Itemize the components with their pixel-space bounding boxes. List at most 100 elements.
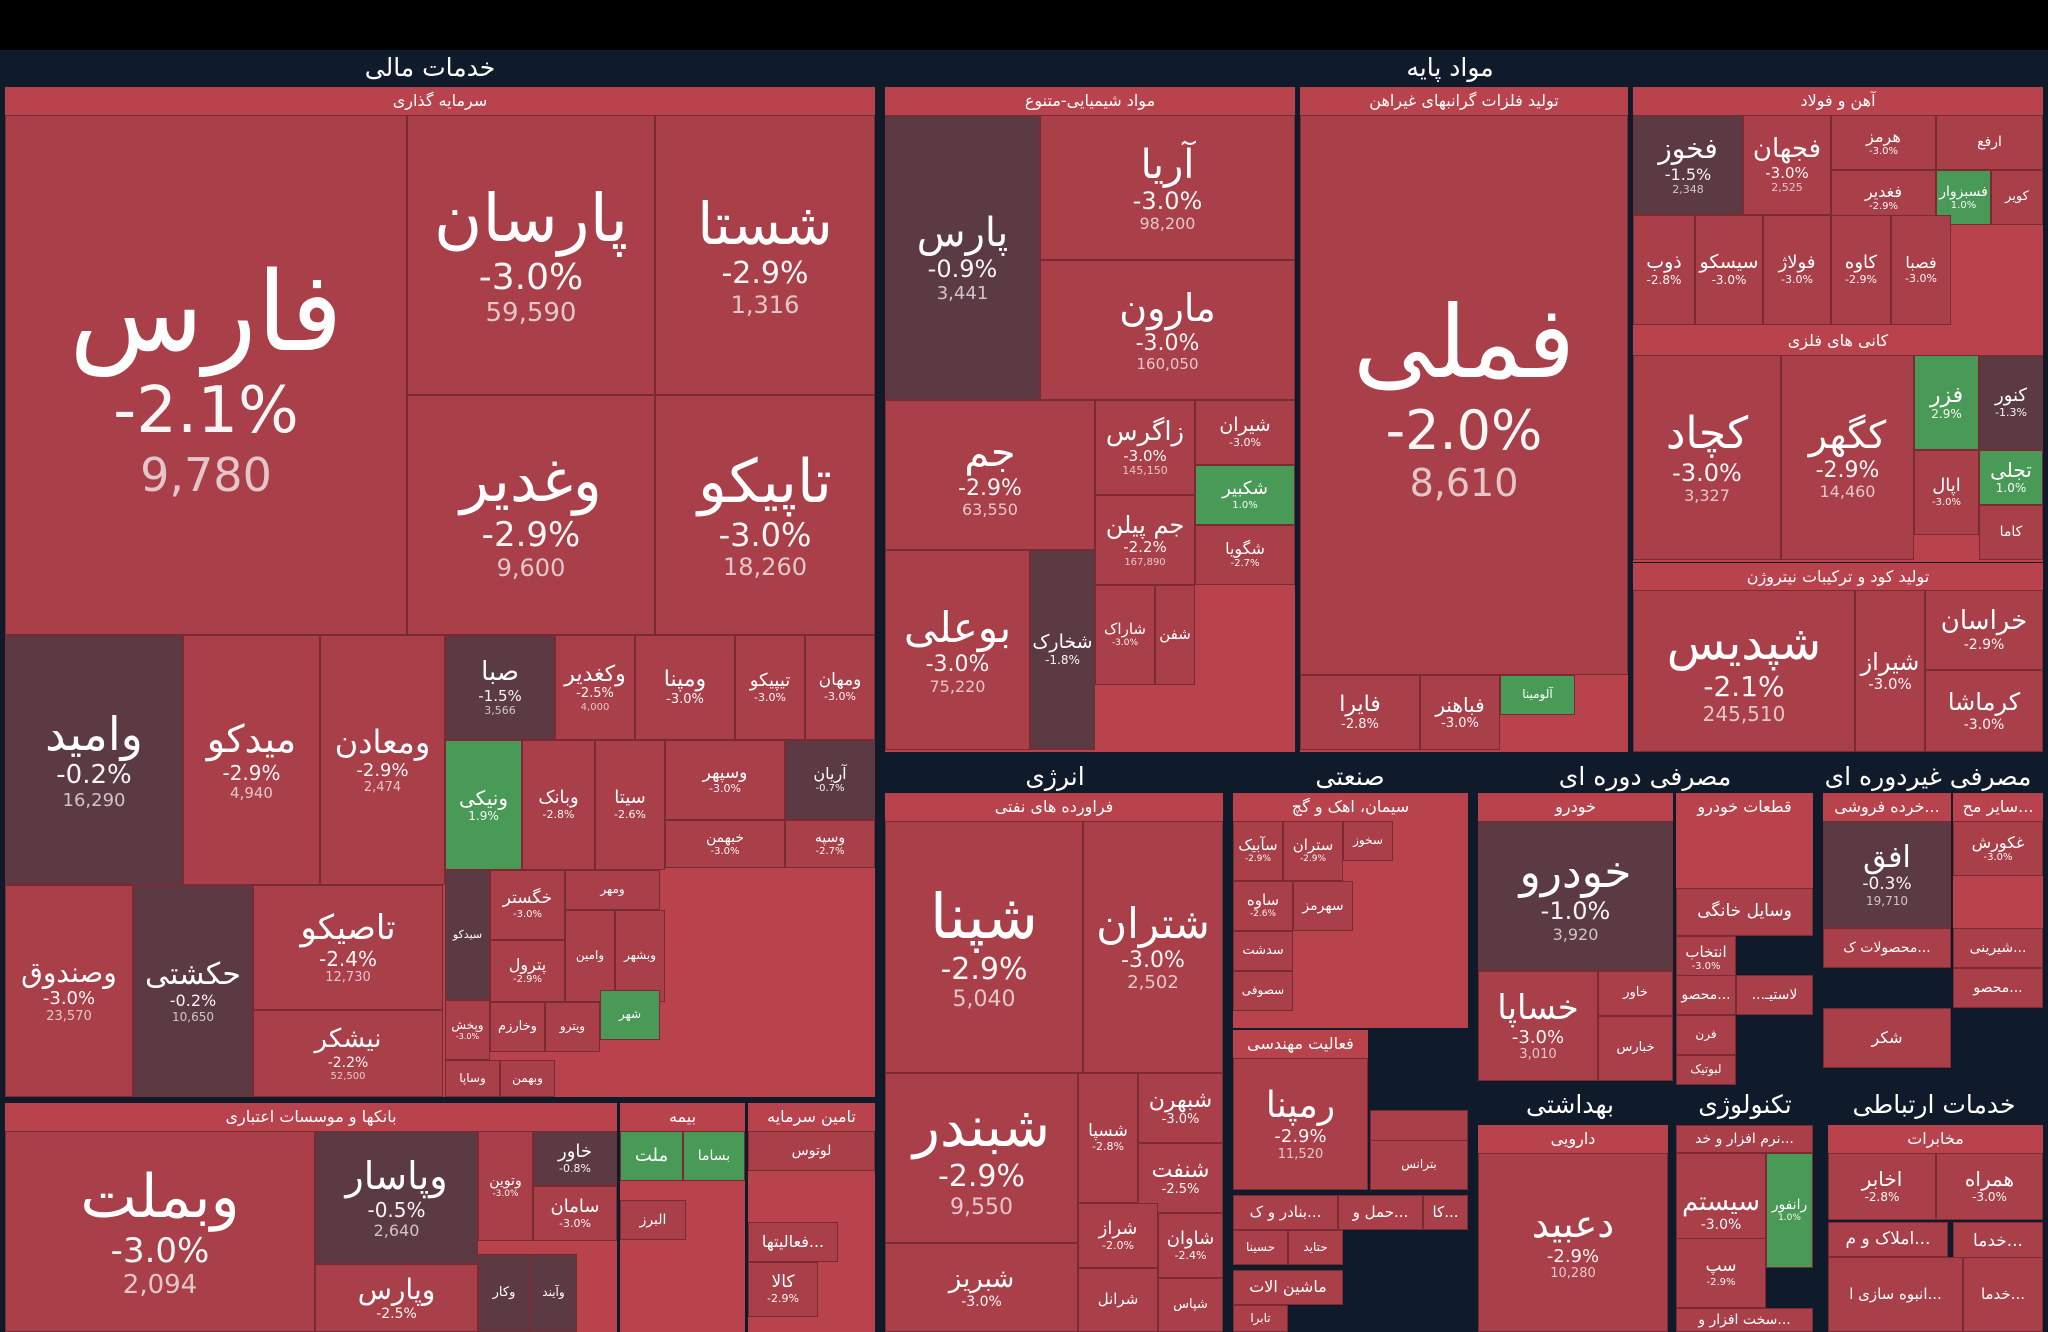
treemap-tile[interactable]: شیران -3.0%: [1195, 400, 1295, 465]
treemap-tile[interactable]: تابرا: [1233, 1305, 1288, 1332]
treemap-tile[interactable]: فخوز -1.5% 2,348: [1633, 115, 1743, 215]
treemap-tile[interactable]: کرماشا -3.0%: [1925, 670, 2043, 752]
treemap-tile[interactable]: خدما...: [1963, 1257, 2043, 1332]
treemap-tile[interactable]: وپاسار -0.5% 2,640: [315, 1131, 478, 1264]
treemap-tile[interactable]: سصوفی: [1233, 971, 1293, 1011]
treemap-tile[interactable]: ...لاستیـ: [1736, 975, 1813, 1015]
treemap-tile[interactable]: بساما: [683, 1131, 745, 1181]
treemap-tile[interactable]: پترول -2.9%: [490, 940, 565, 1002]
treemap-tile[interactable]: آریا -3.0% 98,200: [1040, 115, 1295, 260]
treemap-tile[interactable]: ویترو: [545, 1002, 600, 1052]
treemap-tile[interactable]: سدشت: [1233, 931, 1293, 971]
treemap-tile[interactable]: تیپیکو -3.0%: [735, 635, 805, 740]
treemap-tile[interactable]: انتخاب -3.0%: [1676, 936, 1736, 981]
treemap-tile[interactable]: شخارک -1.8%: [1030, 550, 1095, 750]
treemap-tile[interactable]: مارون -3.0% 160,050: [1040, 260, 1295, 400]
treemap-tile[interactable]: حتاید: [1288, 1230, 1343, 1265]
treemap-tile[interactable]: شبندر -2.9% 9,550: [885, 1073, 1078, 1243]
treemap-tile[interactable]: جم -2.9% 63,550: [885, 400, 1095, 550]
treemap-tile[interactable]: وصندوق -3.0% 23,570: [5, 885, 133, 1097]
treemap-tile[interactable]: وامین: [565, 910, 615, 1002]
treemap-tile[interactable]: سامان -3.0%: [533, 1186, 617, 1241]
treemap-tile[interactable]: سهرمز: [1293, 881, 1353, 931]
treemap-tile[interactable]: شنفت -2.5%: [1138, 1143, 1223, 1213]
treemap-tile[interactable]: شستا -2.9% 1,316: [655, 115, 875, 395]
treemap-tile[interactable]: شفن: [1155, 585, 1195, 685]
treemap-tile[interactable]: فملی -2.0% 8,610: [1300, 115, 1628, 675]
treemap-tile[interactable]: کالا -2.9%: [748, 1262, 818, 1317]
treemap-tile[interactable]: تاصیکو -2.4% 12,730: [253, 885, 443, 1010]
treemap-tile[interactable]: وسپهر -3.0%: [665, 740, 785, 820]
treemap-tile[interactable]: وبهمن: [500, 1060, 555, 1097]
treemap-tile[interactable]: ونیکی 1.9%: [445, 740, 522, 870]
treemap-tile[interactable]: فجهان -3.0% 2,525: [1743, 115, 1831, 215]
treemap-tile[interactable]: شراز -2.0%: [1078, 1203, 1158, 1268]
treemap-tile[interactable]: کنور -1.3%: [1979, 355, 2043, 450]
treemap-tile[interactable]: خگستر -3.0%: [490, 870, 565, 940]
treemap-tile[interactable]: ومهر: [565, 870, 660, 910]
treemap-tile[interactable]: نیشکر -2.2% 52,500: [253, 1010, 443, 1097]
treemap-tile[interactable]: هرمز -3.0%: [1831, 115, 1936, 170]
treemap-tile[interactable]: ذوب -2.8%: [1633, 215, 1695, 325]
treemap-tile[interactable]: سپ -2.9%: [1676, 1238, 1766, 1308]
treemap-tile[interactable]: بنادر و ک...: [1233, 1195, 1338, 1230]
treemap-tile[interactable]: ومهان -3.0%: [805, 635, 875, 740]
treemap-tile[interactable]: پارسان -3.0% 59,590: [407, 115, 655, 395]
treemap-tile[interactable]: شگویا -2.7%: [1195, 525, 1295, 585]
treemap-tile[interactable]: وآیند: [530, 1254, 577, 1332]
treemap-tile[interactable]: لبوتیک: [1676, 1055, 1736, 1085]
treemap-tile[interactable]: تجلی 1.0%: [1979, 450, 2043, 505]
treemap-tile[interactable]: وسایل خانگی: [1676, 888, 1813, 936]
treemap-tile[interactable]: سخوز: [1343, 821, 1393, 861]
treemap-tile[interactable]: رمپنا -2.9% 11,520: [1233, 1058, 1368, 1190]
treemap-tile[interactable]: جم پیلن -2.2% 167,890: [1095, 495, 1195, 585]
treemap-tile[interactable]: کچاد -3.0% 3,327: [1633, 355, 1781, 560]
treemap-tile[interactable]: املاک و م...: [1828, 1222, 1948, 1257]
treemap-tile[interactable]: فولاژ -3.0%: [1763, 215, 1831, 325]
treemap-tile[interactable]: شتران -3.0% 2,502: [1083, 821, 1223, 1073]
treemap-tile[interactable]: وپارس -2.5%: [315, 1264, 478, 1332]
treemap-tile[interactable]: کاما: [1979, 505, 2043, 560]
treemap-tile[interactable]: محصو...: [1676, 975, 1736, 1015]
treemap-tile[interactable]: شکبیر 1.0%: [1195, 465, 1295, 525]
treemap-tile[interactable]: ومعادن -2.9% 2,474: [320, 635, 445, 885]
treemap-tile[interactable]: خاور: [1598, 971, 1673, 1016]
treemap-tile[interactable]: حسینا: [1233, 1230, 1288, 1265]
treemap-tile[interactable]: شاوان -2.4%: [1158, 1213, 1223, 1278]
treemap-tile[interactable]: آلومینا: [1500, 675, 1575, 715]
treemap-tile[interactable]: سخت افزار و...: [1676, 1308, 1813, 1332]
treemap-tile[interactable]: وغدیر -2.9% 9,600: [407, 395, 655, 635]
treemap-tile[interactable]: حمل و...: [1338, 1195, 1423, 1230]
treemap-tile[interactable]: وامید -0.2% 16,290: [5, 635, 183, 885]
treemap-tile[interactable]: شکر: [1823, 1008, 1951, 1068]
treemap-tile[interactable]: وبانک -2.8%: [522, 740, 595, 870]
treemap-tile[interactable]: ارفع: [1936, 115, 2043, 170]
treemap-tile[interactable]: فایرا -2.8%: [1300, 675, 1420, 750]
treemap-tile[interactable]: سیدکو: [445, 870, 490, 1000]
treemap-tile[interactable]: سیتا -2.6%: [595, 740, 665, 870]
treemap-tile[interactable]: فباهنر -3.0%: [1420, 675, 1500, 750]
treemap-tile[interactable]: غکورش -3.0%: [1953, 821, 2043, 876]
treemap-tile[interactable]: وکار: [478, 1254, 530, 1332]
treemap-tile[interactable]: خدما...: [1953, 1222, 2043, 1262]
treemap-tile[interactable]: فعالیتها...: [748, 1222, 838, 1262]
treemap-tile[interactable]: بترانس: [1370, 1140, 1468, 1190]
treemap-tile[interactable]: انبوه سازی ا...: [1828, 1257, 1963, 1332]
treemap-tile[interactable]: کگهر -2.9% 14,460: [1781, 355, 1914, 560]
treemap-tile[interactable]: اپال -3.0%: [1914, 450, 1979, 535]
treemap-tile[interactable]: البرز: [620, 1200, 686, 1240]
treemap-tile[interactable]: بوعلی -3.0% 75,220: [885, 550, 1030, 750]
treemap-tile[interactable]: شپنا -2.9% 5,040: [885, 821, 1083, 1073]
treemap-tile[interactable]: لوتوس: [748, 1131, 875, 1171]
treemap-tile[interactable]: شبریز -3.0%: [885, 1243, 1078, 1332]
treemap-tile[interactable]: شپاس: [1158, 1278, 1223, 1332]
treemap-tile[interactable]: شهر: [600, 990, 660, 1040]
treemap-tile[interactable]: شبهرن -3.0%: [1138, 1073, 1223, 1143]
treemap-tile[interactable]: خاور -0.8%: [533, 1131, 617, 1186]
treemap-tile[interactable]: وتوین -3.0%: [478, 1131, 533, 1241]
treemap-tile[interactable]: پارس -0.9% 3,441: [885, 115, 1040, 400]
treemap-tile[interactable]: خودرو -1.0% 3,920: [1478, 821, 1673, 971]
treemap-tile[interactable]: ومپنا -3.0%: [635, 635, 735, 740]
treemap-tile[interactable]: ماشین الات: [1233, 1270, 1343, 1305]
treemap-tile[interactable]: کاوه -2.9%: [1831, 215, 1891, 325]
